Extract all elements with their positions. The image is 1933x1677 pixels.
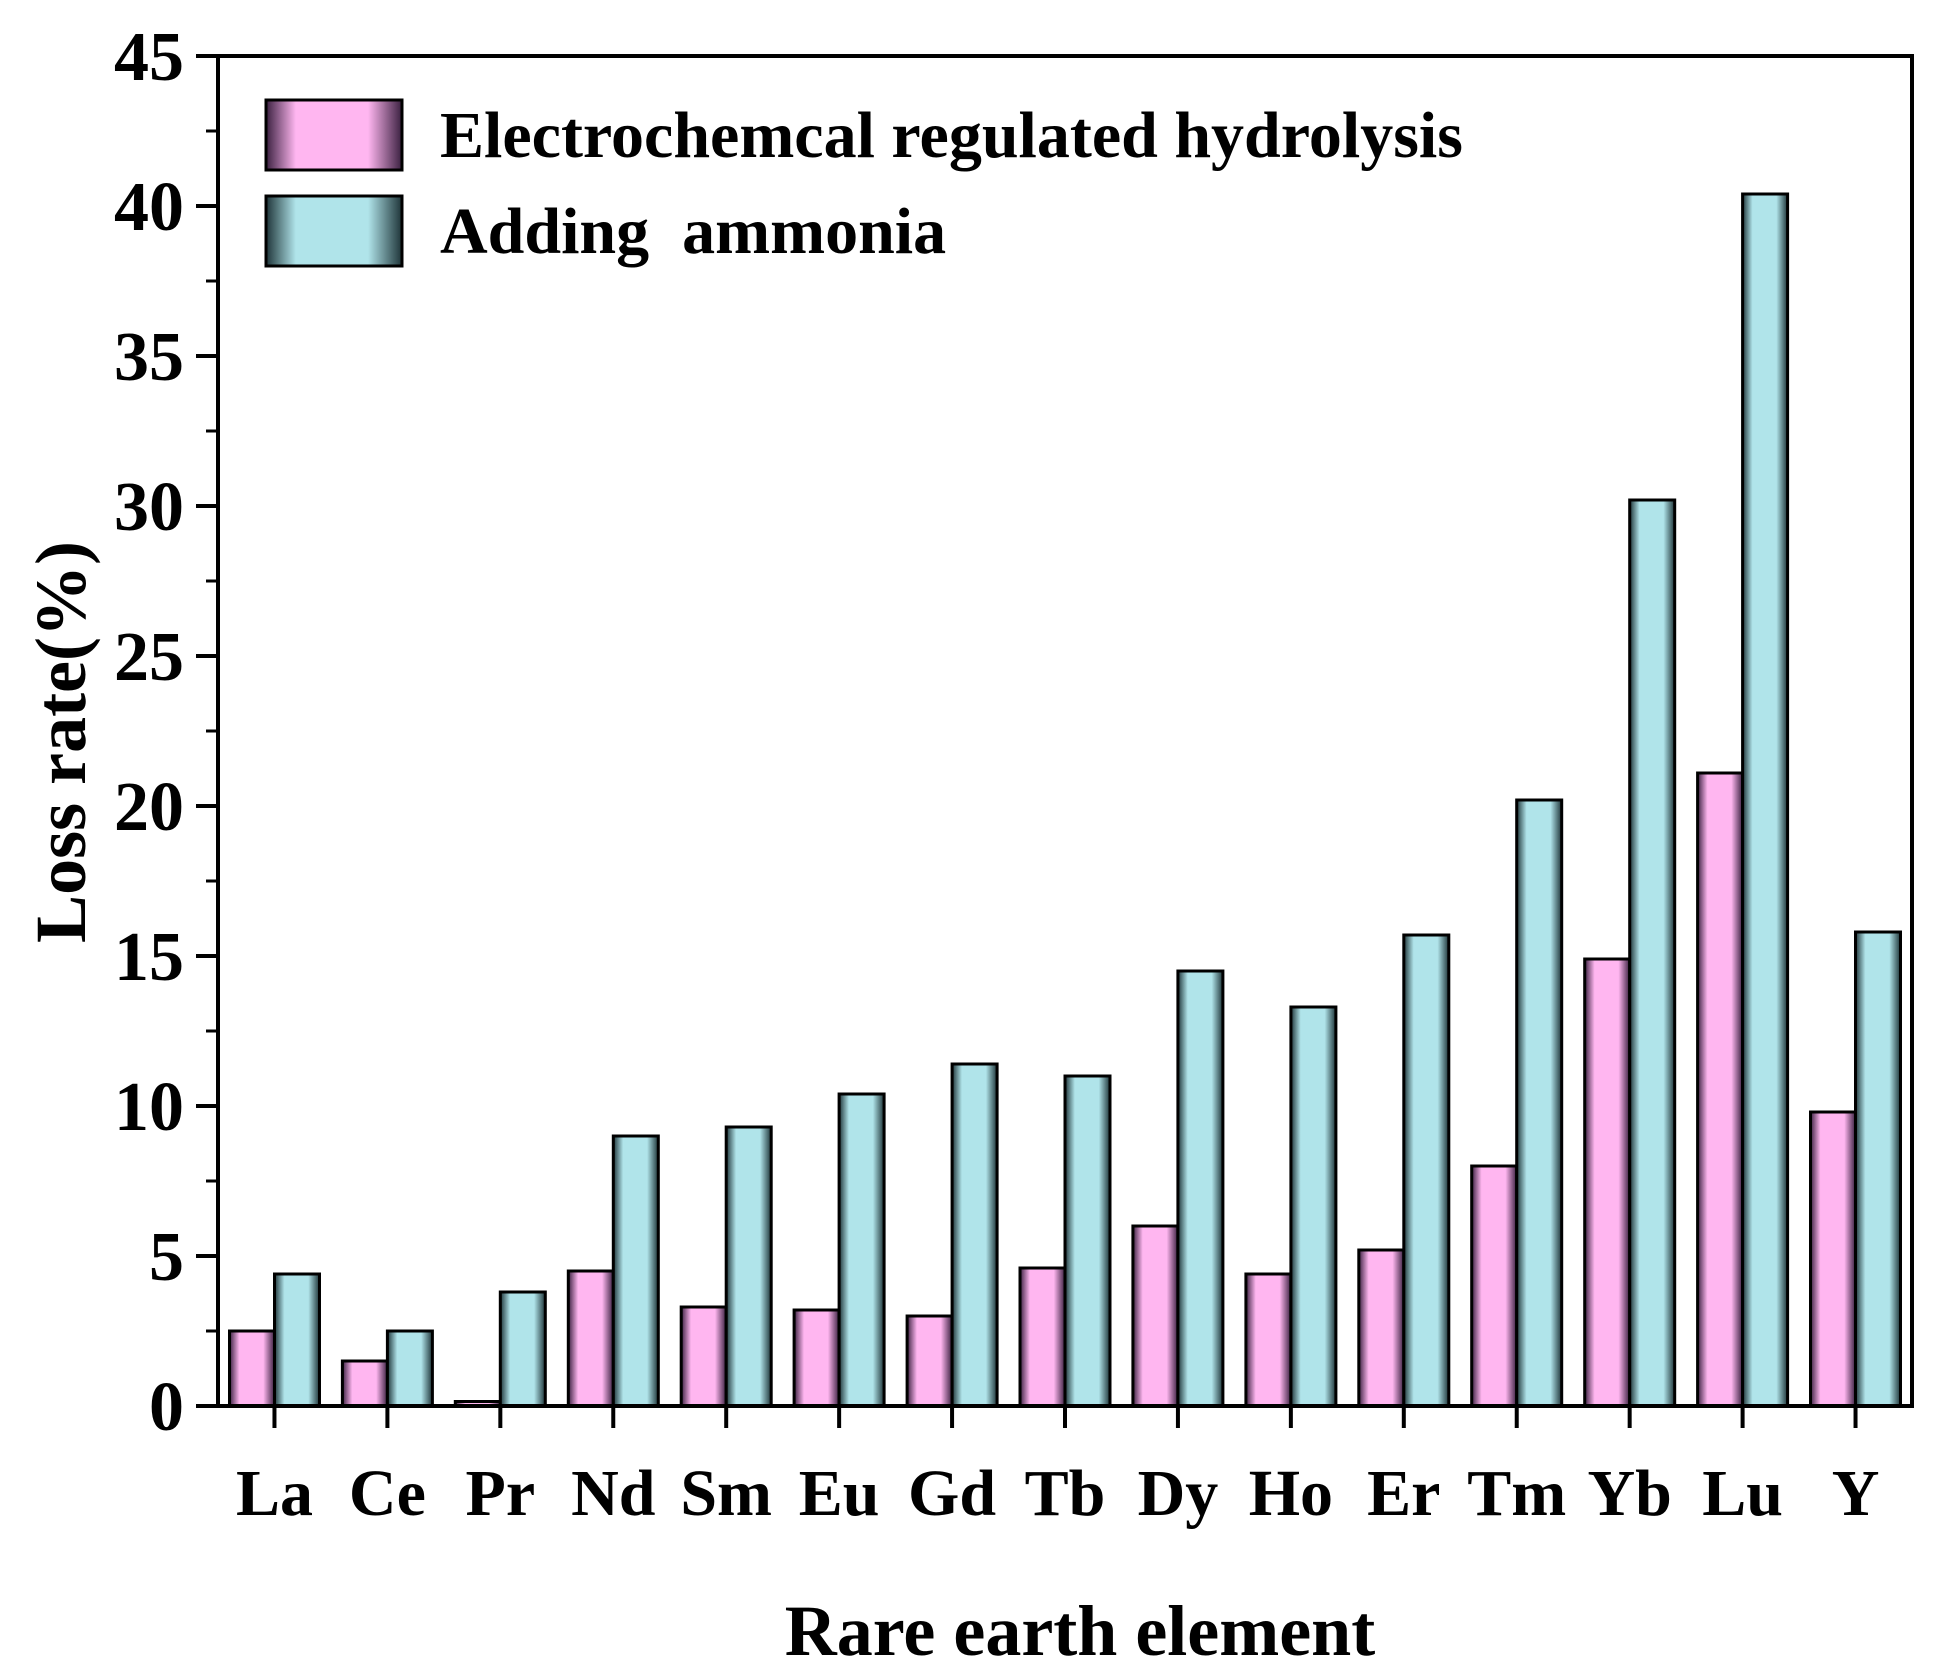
bar-tb-series-2 — [1063, 1074, 1112, 1408]
x-tick-label-ce: Ce — [349, 1457, 426, 1530]
x-tick-label-nd: Nd — [571, 1457, 655, 1530]
bar-ce-series-2 — [385, 1329, 434, 1408]
bar-dy-series-2 — [1176, 969, 1225, 1408]
y-tick-label: 10 — [114, 1069, 184, 1146]
y-axis-label: Loss rate(%) — [21, 541, 101, 943]
y-tick-label: 5 — [149, 1219, 184, 1296]
x-tick-label-yb: Yb — [1587, 1457, 1671, 1530]
bar-la-series-1 — [228, 1329, 276, 1408]
x-tick-label-pr: Pr — [466, 1457, 536, 1530]
ticks-layer: 0 5 10 15 20 25 30 35 40 45 La Ce Pr Nd Sm Eu Gd Tb Dy Ho Er… — [114, 19, 1879, 1530]
x-tick-label-la: La — [236, 1457, 313, 1530]
bar-gd-series-1 — [905, 1314, 954, 1408]
y-tick-label: 45 — [114, 19, 184, 96]
bar-eu-series-2 — [837, 1092, 886, 1408]
x-tick-label-sm: Sm — [680, 1457, 772, 1530]
bar-y-series-2 — [1854, 930, 1902, 1408]
x-tick-label-dy: Dy — [1138, 1457, 1219, 1530]
y-tick-label: 20 — [114, 769, 184, 846]
bar-ho-series-1 — [1244, 1272, 1293, 1408]
bar-ce-series-1 — [340, 1359, 389, 1408]
y-tick-label: 30 — [114, 469, 184, 546]
bar-pr-series-2 — [498, 1290, 547, 1408]
y-tick-label: 15 — [114, 919, 184, 996]
x-tick-label-er: Er — [1367, 1457, 1440, 1530]
y-tick-label: 35 — [114, 319, 184, 396]
x-tick-label-y: Y — [1832, 1457, 1880, 1530]
bar-tb-series-1 — [1018, 1266, 1067, 1408]
x-tick-label-lu: Lu — [1702, 1457, 1783, 1530]
bars-layer — [228, 192, 1902, 1408]
y-tick-label: 0 — [149, 1369, 184, 1446]
bar-yb-series-2 — [1628, 498, 1677, 1408]
bar-gd-series-2 — [950, 1062, 999, 1408]
bar-tm-series-2 — [1515, 798, 1564, 1408]
bar-er-series-1 — [1357, 1248, 1406, 1408]
legend-label-1: Electrochemcal regulated hydrolysis — [440, 99, 1463, 172]
x-tick-label-tm: Tm — [1467, 1457, 1566, 1530]
x-axis-label: Rare earth element — [785, 1591, 1375, 1671]
x-tick-label-tb: Tb — [1025, 1457, 1106, 1530]
bar-yb-series-1 — [1583, 957, 1632, 1408]
bar-lu-series-1 — [1696, 771, 1745, 1408]
bar-dy-series-1 — [1131, 1224, 1180, 1408]
bar-eu-series-1 — [792, 1308, 841, 1408]
y-tick-label: 25 — [114, 619, 184, 696]
legend-swatch-1 — [264, 98, 404, 172]
x-tick-label-gd: Gd — [908, 1457, 996, 1530]
x-tick-label-ho: Ho — [1249, 1457, 1333, 1530]
bar-nd-series-1 — [566, 1269, 615, 1408]
bar-sm-series-2 — [724, 1125, 773, 1408]
bar-la-series-2 — [273, 1272, 321, 1408]
bar-sm-series-1 — [679, 1305, 728, 1408]
bar-y-series-1 — [1809, 1110, 1857, 1408]
legend-label-2: Adding ammonia — [440, 195, 946, 268]
bar-ho-series-2 — [1289, 1005, 1338, 1408]
legend: Electrochemcal regulated hydrolysis Addin… — [264, 98, 1463, 268]
bar-lu-series-2 — [1741, 192, 1790, 1408]
bar-tm-series-1 — [1470, 1164, 1519, 1408]
x-tick-label-eu: Eu — [799, 1457, 880, 1530]
bar-nd-series-2 — [611, 1134, 660, 1408]
y-tick-label: 40 — [114, 169, 184, 246]
legend-swatch-2 — [264, 194, 404, 268]
bar-er-series-2 — [1402, 933, 1451, 1408]
